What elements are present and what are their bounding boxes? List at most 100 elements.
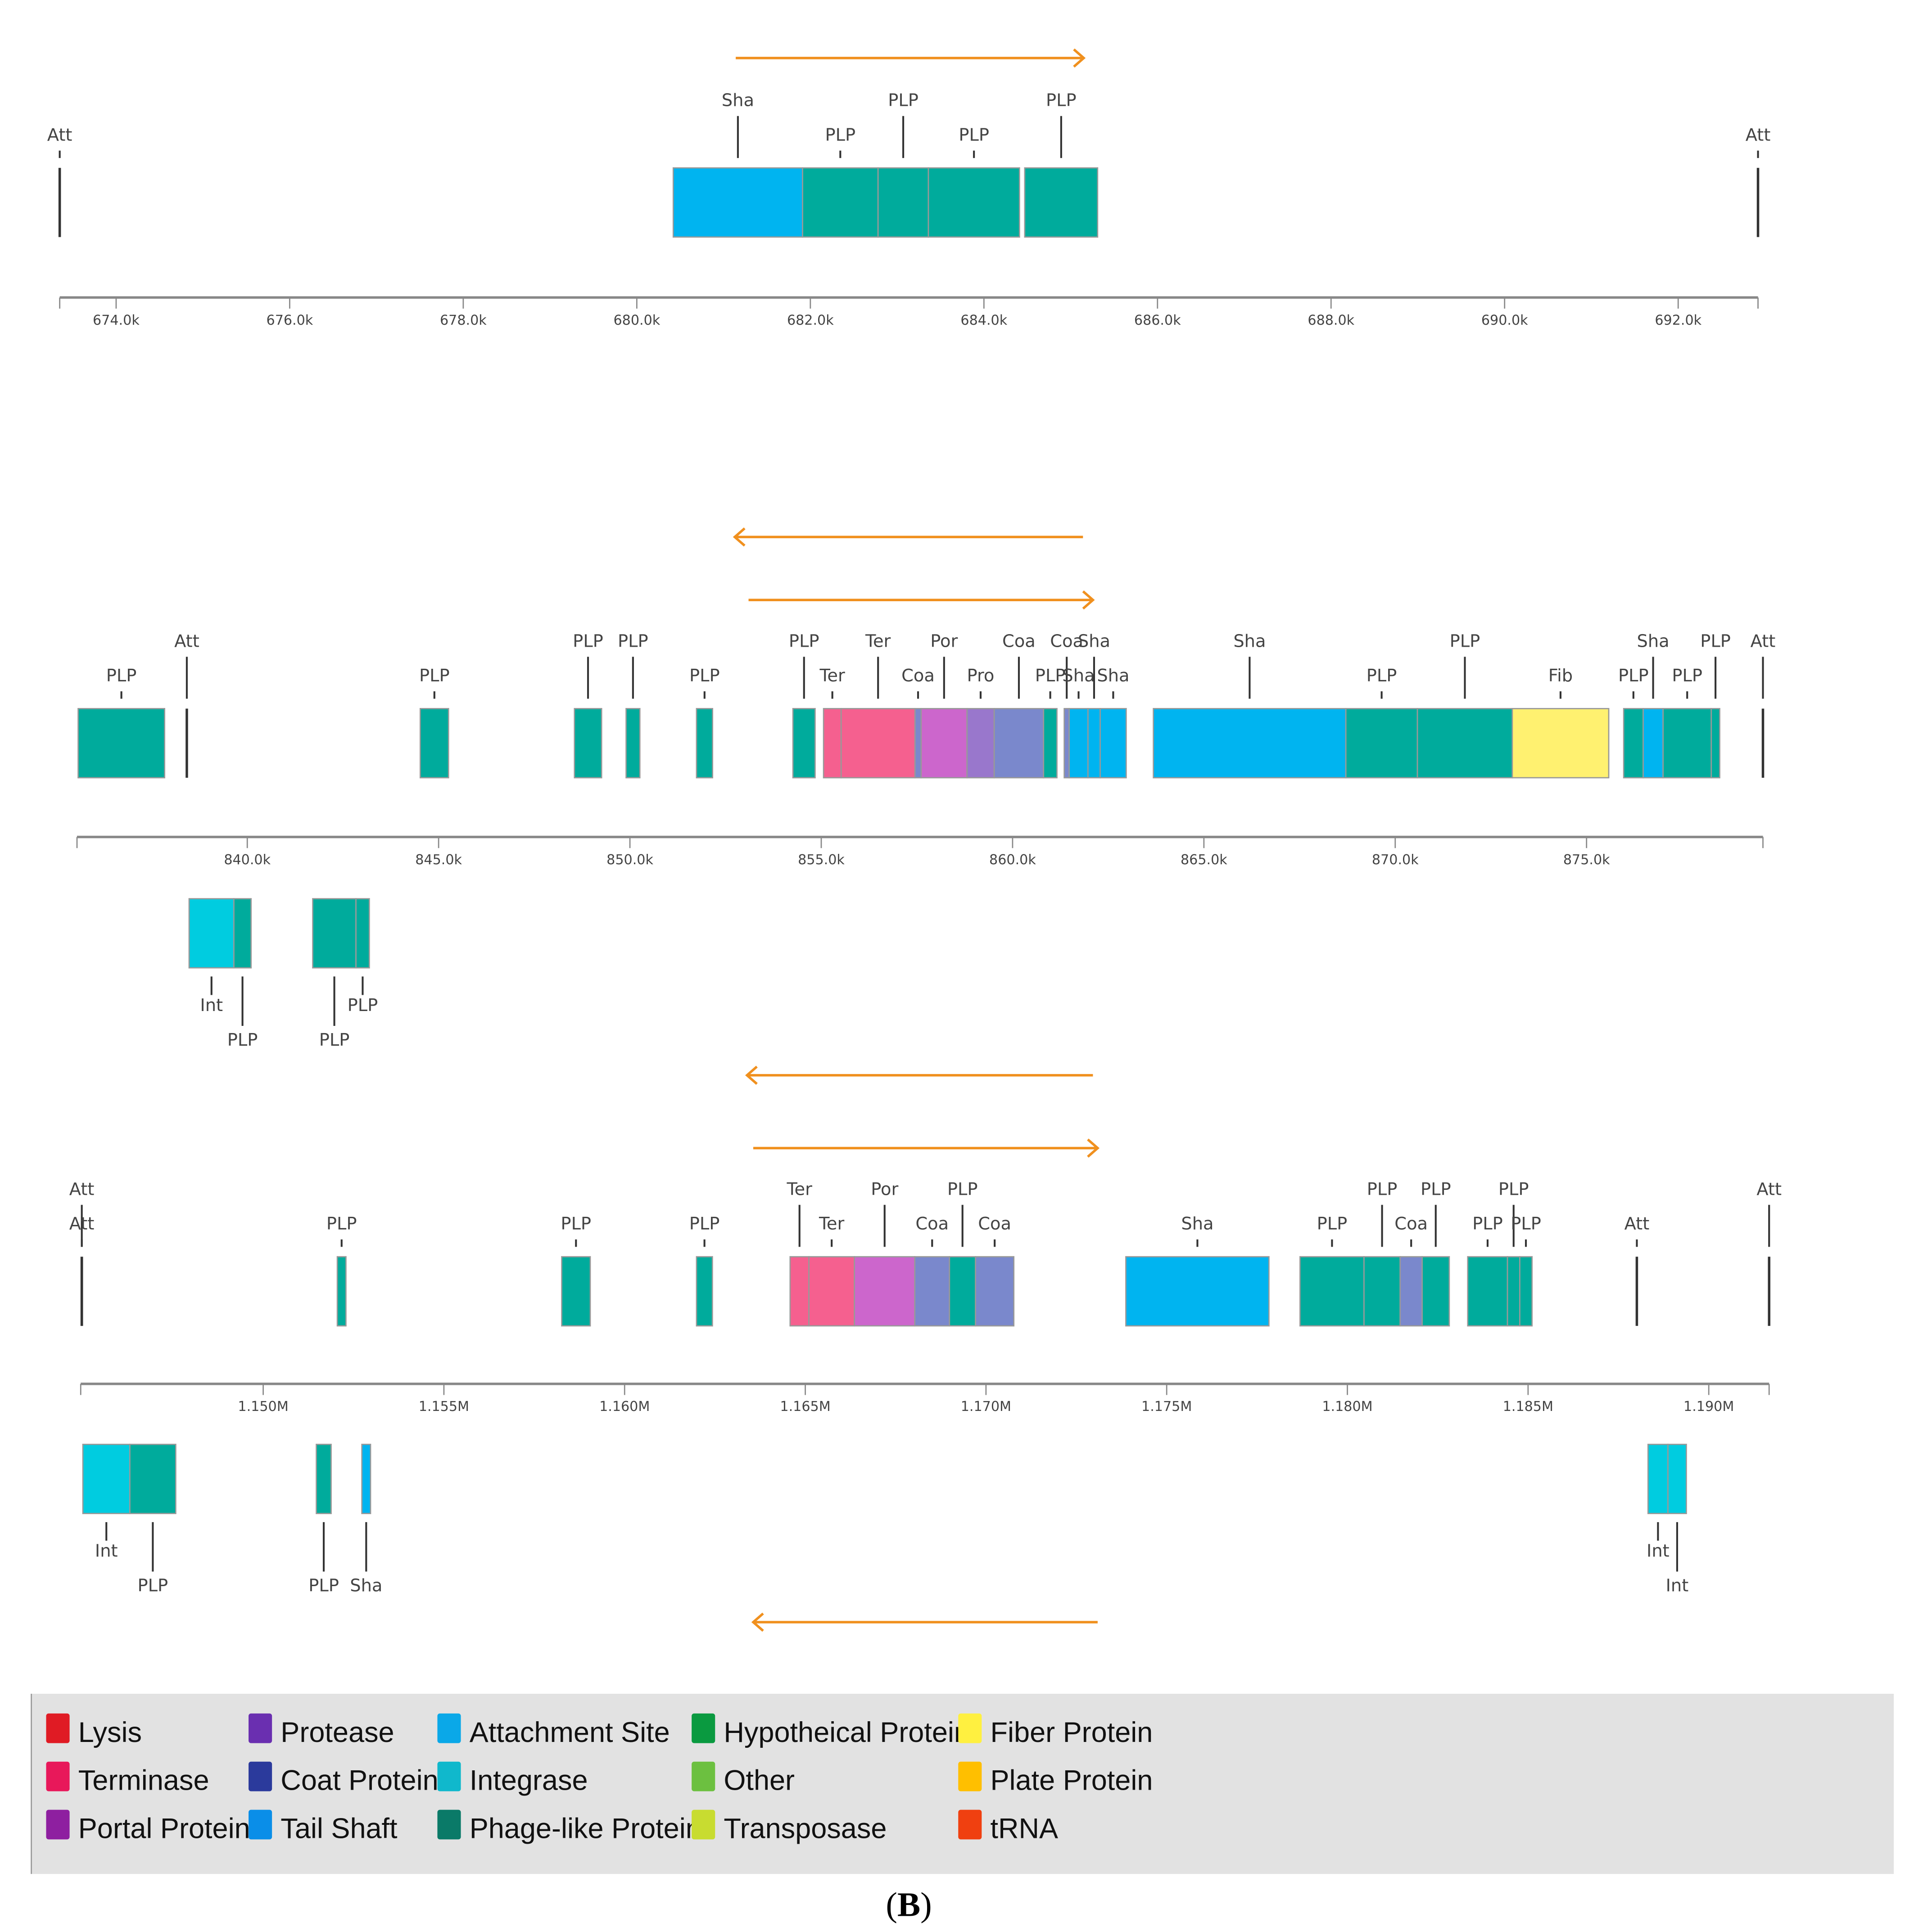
gene-label: Sha xyxy=(1097,666,1129,686)
gene-tail xyxy=(1087,708,1101,779)
gene-label: Sha xyxy=(1181,1214,1213,1234)
gene-tail xyxy=(1068,708,1089,779)
gene-phage xyxy=(928,167,1020,238)
gene-label: Sha xyxy=(1233,631,1266,651)
arrow-head-icon xyxy=(1087,1138,1100,1158)
axis-tick-label: 680.0k xyxy=(613,313,660,328)
gene-label: Sha xyxy=(1078,631,1110,651)
gene-label: Int xyxy=(95,1541,118,1561)
axis-tick-label: 676.0k xyxy=(267,313,313,328)
gene-label: PLP xyxy=(308,1575,339,1596)
arrow-head-icon xyxy=(733,527,746,547)
gene-label: PLP xyxy=(959,125,989,145)
gene-phage xyxy=(312,898,357,969)
axis-tick-label: 870.0k xyxy=(1372,852,1419,868)
gene-label: PLP xyxy=(227,1030,258,1050)
gene-label: PLP xyxy=(1035,666,1066,686)
gene-label: Int xyxy=(1666,1575,1689,1596)
gene-label: PLP xyxy=(947,1179,978,1199)
gene-phage xyxy=(233,898,252,969)
gene-label: Coa xyxy=(1394,1214,1428,1234)
gene-phage xyxy=(419,708,449,779)
axis-tick-label: 1.170M xyxy=(961,1399,1011,1415)
gene-phage xyxy=(1507,1256,1520,1327)
gene-label: Ter xyxy=(819,1214,845,1234)
gene-label: Fib xyxy=(1548,666,1573,686)
gene-phage xyxy=(696,708,714,779)
gene-coat xyxy=(914,1256,950,1327)
gene-label: Ter xyxy=(787,1179,813,1199)
gene-label: Coa xyxy=(1050,631,1083,651)
gene-label: PLP xyxy=(419,666,450,686)
gene-tail xyxy=(1125,1256,1270,1327)
legend-swatch xyxy=(437,1810,461,1840)
gene-label: Coa xyxy=(978,1214,1011,1234)
legend-label: Protease xyxy=(281,1717,394,1748)
gene-terminase xyxy=(808,1256,855,1327)
gene-phage xyxy=(1710,708,1720,779)
axis-tick-label: 1.160M xyxy=(599,1399,650,1415)
gene-label: PLP xyxy=(1672,666,1702,686)
gene-portal xyxy=(920,708,968,779)
gene-label: PLP xyxy=(319,1030,350,1050)
legend-label: Integrase xyxy=(470,1765,588,1796)
gene-tail xyxy=(1153,708,1347,779)
gene-terminase xyxy=(840,708,916,779)
legend-label: Hypotheical Protein xyxy=(724,1717,970,1748)
gene-portal xyxy=(854,1256,916,1327)
legend-swatch xyxy=(249,1761,272,1791)
gene-label: Att xyxy=(1624,1214,1650,1234)
legend-swatch xyxy=(46,1761,70,1791)
gene-phage xyxy=(77,708,166,779)
legend-swatch xyxy=(958,1761,982,1791)
genome-panel-1: 674.0k 676.0k 678.0k 680.0k 682.0k 684.0k 686.… xyxy=(47,48,1770,328)
legend-label: Other xyxy=(724,1765,795,1796)
arrow-head-icon xyxy=(751,1612,764,1632)
gene-label: PLP xyxy=(1046,91,1077,111)
axis-tick-label: 860.0k xyxy=(989,852,1036,868)
legend-swatch xyxy=(437,1761,461,1791)
gene-tail xyxy=(672,167,803,238)
gene-label: Coa xyxy=(915,1214,949,1234)
axis-tick-label: 692.0k xyxy=(1655,313,1701,328)
genome-panel-2: 840.0k 845.0k 850.0k 855.0k 860.0k 865.0k 870.… xyxy=(76,527,1775,1085)
legend-swatch xyxy=(692,1761,715,1791)
arrow-head-icon xyxy=(1073,48,1086,68)
gene-label: PLP xyxy=(1450,631,1480,651)
gene-tail xyxy=(1643,708,1664,779)
legend-swatch xyxy=(692,1810,715,1840)
legend-swatch xyxy=(958,1810,982,1840)
gene-label: Int xyxy=(1647,1541,1670,1561)
gene-phage xyxy=(1345,708,1418,779)
legend-label: Attachment Site xyxy=(470,1717,670,1748)
gene-phage xyxy=(1024,167,1099,238)
gene-label: PLP xyxy=(561,1214,591,1234)
gene-label: Sha xyxy=(722,91,754,111)
gene-phage xyxy=(625,708,641,779)
gene-label: PLP xyxy=(1498,1179,1529,1199)
gene-phage xyxy=(1662,708,1712,779)
genome-panel-3: 1.150M 1.155M 1.160M 1.165M 1.170M 1.175M 1.18… xyxy=(69,1138,1782,1632)
gene-label: PLP xyxy=(1472,1214,1503,1234)
gene-phage xyxy=(1299,1256,1365,1327)
axis-tick-label: 1.190M xyxy=(1683,1399,1734,1415)
gene-label: PLP xyxy=(1700,631,1731,651)
gene-label: Ter xyxy=(865,631,891,651)
gene-integrase xyxy=(1667,1443,1687,1515)
gene-phage xyxy=(1623,708,1644,779)
gene-coat xyxy=(975,1256,1015,1327)
legend-swatch xyxy=(249,1810,272,1840)
axis-tick-label: 688.0k xyxy=(1308,313,1354,328)
gene-phage xyxy=(1421,1256,1450,1327)
legend-label: Transposase xyxy=(724,1813,887,1845)
legend-label: Terminase xyxy=(78,1765,209,1796)
gene-label: Pro xyxy=(967,666,995,686)
axis-tick-label: 855.0k xyxy=(798,852,845,868)
axis-tick-label: 875.0k xyxy=(1563,852,1610,868)
arrow-head-icon xyxy=(1082,590,1095,610)
gene-integrase xyxy=(1647,1443,1669,1515)
axis-tick-label: 850.0k xyxy=(606,852,653,868)
gene-label: PLP xyxy=(888,91,919,111)
gene-phage xyxy=(1043,708,1058,779)
panels: 674.0k 676.0k 678.0k 680.0k 682.0k 684.0k 686.… xyxy=(47,48,1782,1632)
